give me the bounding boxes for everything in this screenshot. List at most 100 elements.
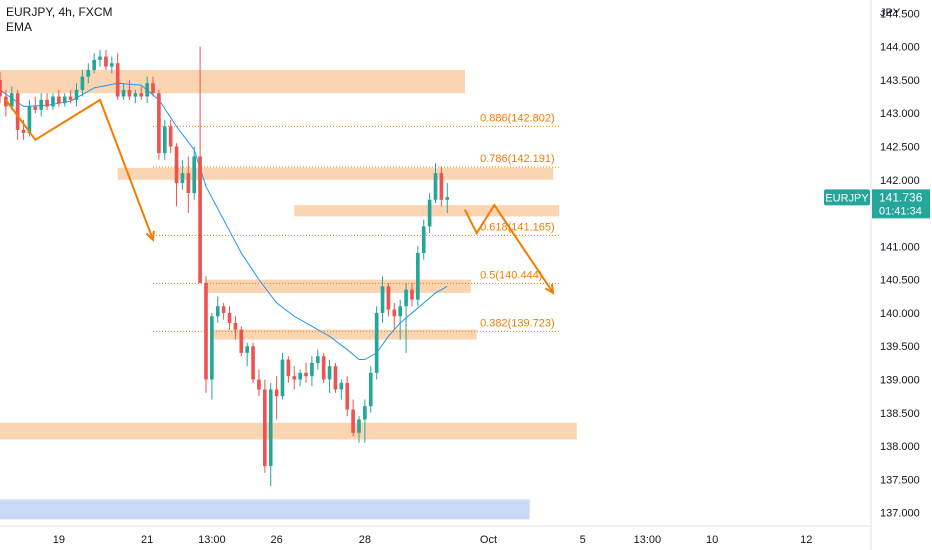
candle-body-50 — [292, 376, 297, 380]
candle-12 — [68, 89, 73, 104]
x-tick-3: 26 — [270, 534, 282, 546]
candle-61 — [357, 416, 361, 443]
price-tag — [872, 189, 930, 219]
candle-51 — [298, 369, 302, 387]
zone-2 — [294, 205, 560, 217]
indicator-label[interactable]: EMA — [6, 20, 33, 34]
candle-body-40 — [233, 322, 238, 330]
zone-0 — [0, 69, 465, 94]
x-tick-0: 19 — [53, 534, 65, 546]
candle-52 — [304, 362, 308, 383]
candle-body-3 — [15, 93, 20, 130]
candle-body-49 — [286, 359, 291, 377]
candle-22 — [127, 79, 132, 100]
candle-33 — [192, 146, 197, 200]
candle-body-22 — [127, 89, 132, 97]
candle-body-46 — [268, 389, 273, 467]
candle-body-24 — [139, 93, 144, 97]
candle-body-4 — [21, 129, 26, 134]
candle-55 — [321, 352, 326, 383]
candle-30 — [174, 143, 179, 207]
candle-45 — [263, 379, 267, 473]
candle-34 — [198, 46, 202, 283]
fib-label-1: 0.786(142.191) — [480, 153, 555, 165]
candle-62 — [363, 399, 367, 443]
candle-body-9 — [51, 96, 55, 107]
candle-body-32 — [186, 173, 191, 194]
candle-40 — [233, 316, 238, 340]
candle-29 — [168, 119, 173, 154]
y-tick-5: 142.000 — [880, 175, 920, 187]
zone-1 — [117, 167, 554, 180]
candle-body-62 — [363, 406, 367, 420]
candle-body-63 — [368, 372, 373, 407]
candle-body-30 — [174, 146, 179, 184]
candle-body-35 — [204, 282, 208, 380]
candle-63 — [368, 366, 373, 413]
candle-body-8 — [45, 99, 49, 107]
fib-label-2: 0.618(141.165) — [480, 221, 555, 233]
candle-body-68 — [398, 306, 403, 317]
candle-58 — [339, 379, 344, 400]
x-tick-6: 5 — [580, 534, 586, 546]
candle-body-71 — [416, 253, 420, 300]
candle-72 — [421, 219, 426, 260]
candle-14 — [80, 69, 85, 97]
x-tick-8: 10 — [706, 534, 718, 546]
candle-16 — [92, 53, 96, 74]
price-tag-countdown: 01:41:34 — [879, 205, 922, 217]
candle-body-74 — [433, 173, 438, 200]
zone-3 — [205, 279, 471, 293]
candle-70 — [410, 282, 414, 307]
symbol-title[interactable]: EURJPY, 4h, FXCM — [6, 5, 113, 19]
candle-body-19 — [109, 63, 114, 67]
symbol-tag-text: EURJPY — [825, 192, 869, 204]
candle-body-11 — [62, 96, 67, 104]
y-tick-10: 139.500 — [880, 341, 920, 353]
candle-body-33 — [192, 156, 197, 194]
candle-6 — [33, 96, 38, 114]
candle-24 — [139, 86, 144, 100]
candle-body-59 — [345, 382, 350, 410]
candle-body-54 — [315, 356, 320, 363]
candle-body-53 — [310, 362, 314, 377]
candle-body-20 — [115, 63, 120, 97]
arrows-layer — [5, 98, 555, 295]
candles-layer — [0, 46, 450, 487]
candle-body-25 — [145, 83, 149, 97]
candle-54 — [315, 349, 320, 370]
y-tick-1: 144.000 — [880, 42, 920, 54]
candle-35 — [204, 276, 208, 393]
candle-53 — [310, 356, 314, 387]
candle-8 — [45, 93, 49, 110]
candle-body-57 — [333, 366, 338, 390]
zones-layer — [0, 69, 577, 520]
candle-15 — [86, 63, 91, 84]
y-axis-ticks: 144.500 144.000 143.500 143.000 142.500 142.0… — [880, 8, 920, 519]
candle-body-60 — [351, 409, 355, 433]
candle-27 — [157, 89, 161, 160]
candle-38 — [221, 302, 226, 320]
candle-32 — [186, 156, 191, 214]
candle-body-42 — [245, 346, 250, 353]
zone-5 — [0, 422, 577, 440]
candle-body-27 — [157, 93, 161, 154]
candle-0 — [0, 71, 2, 104]
candle-2 — [9, 86, 14, 110]
candle-17 — [98, 49, 102, 67]
candle-41 — [239, 326, 244, 357]
fib-label-4: 0.382(139.723) — [480, 317, 555, 329]
candle-body-34 — [198, 156, 202, 283]
candle-59 — [345, 376, 350, 417]
fibonacci-layer: 0.886(142.802) 0.786(142.191) 0.618(141.16… — [153, 112, 560, 332]
arrow-path-1 — [464, 203, 555, 294]
candle-body-36 — [210, 316, 214, 380]
candle-31 — [180, 159, 185, 190]
y-tick-12: 138.500 — [880, 408, 920, 420]
candle-76 — [445, 183, 450, 214]
arrow-head-0 — [145, 230, 155, 242]
candle-body-43 — [251, 346, 255, 380]
zone-6 — [0, 499, 530, 520]
